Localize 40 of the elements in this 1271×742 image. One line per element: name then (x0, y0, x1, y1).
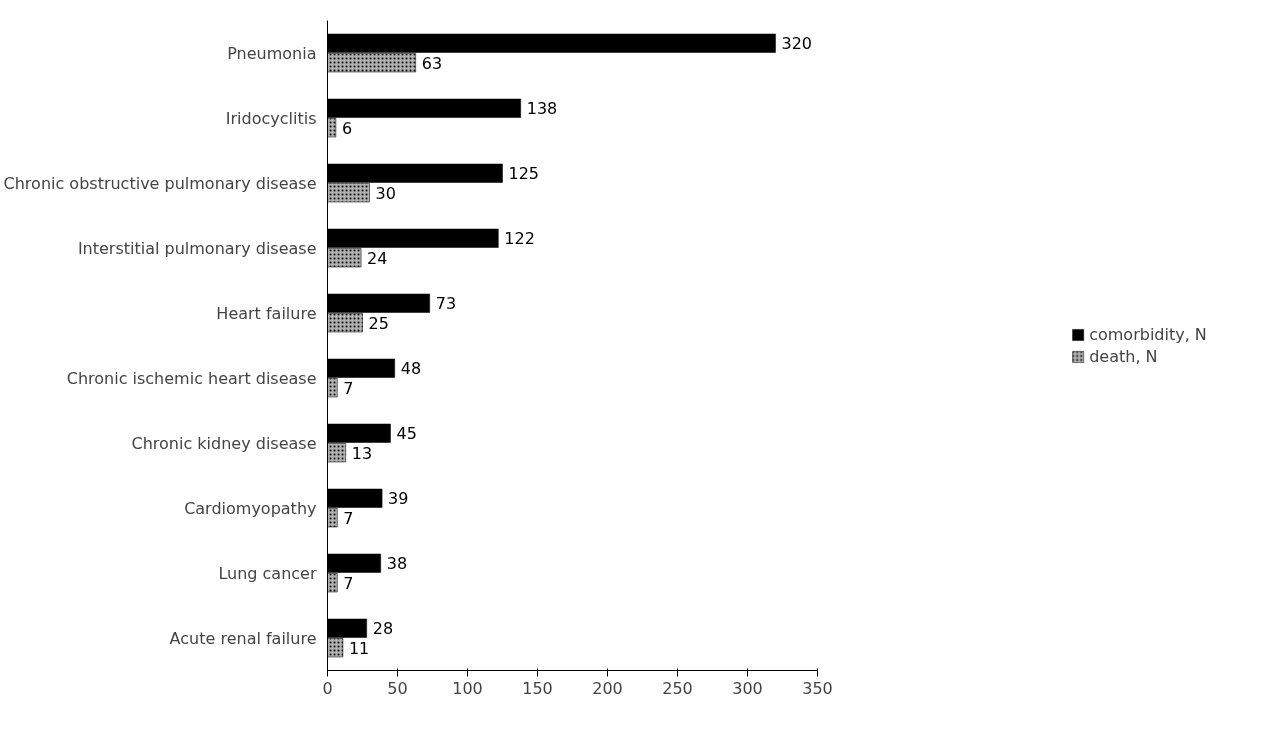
data-label: 73 (435, 294, 457, 314)
x-tick-label: 150 (522, 678, 553, 698)
data-label: 25 (368, 313, 389, 333)
data-label: 24 (367, 248, 388, 268)
y-tick-label: Pneumonia (227, 43, 317, 63)
data-label: 48 (400, 359, 422, 379)
data-label: 122 (504, 229, 535, 249)
legend-label: death, N (1089, 346, 1158, 366)
y-tick-label: Cardiomyopathy (184, 498, 317, 518)
data-label: 11 (348, 638, 370, 658)
data-label: 6 (341, 118, 353, 138)
x-tick-label: 200 (592, 678, 623, 698)
x-tick-label: 100 (452, 678, 483, 698)
y-tick-label: Heart failure (216, 303, 317, 323)
data-label: 125 (508, 164, 540, 184)
x-tick-label: 250 (662, 678, 693, 698)
data-label: 28 (372, 619, 394, 639)
data-label: 39 (388, 489, 409, 509)
x-tick-label: 50 (387, 678, 408, 698)
y-tick-label: Interstitial pulmonary disease (77, 238, 317, 258)
data-label: 13 (351, 443, 373, 463)
y-tick-label: Chronic kidney disease (131, 433, 317, 453)
data-label: 7 (343, 378, 354, 398)
x-tick-label: 0 (322, 678, 333, 698)
data-label: 38 (386, 554, 408, 574)
data-label: 63 (421, 53, 443, 73)
y-tick-label: Iridocyclitis (225, 108, 317, 128)
y-tick-label: Chronic ischemic heart disease (66, 368, 317, 388)
data-label: 7 (343, 508, 354, 528)
data-label: 7 (343, 573, 354, 593)
data-label: 138 (526, 99, 558, 119)
y-tick-label: Chronic obstructive pulmonary disease (3, 173, 317, 193)
data-label: 45 (396, 424, 417, 444)
data-label: 30 (375, 183, 396, 203)
y-tick-label: Acute renal failure (169, 628, 317, 648)
x-tick-label: 300 (732, 678, 763, 698)
legend-label: comorbidity, N (1089, 324, 1207, 344)
x-tick-label: 350 (802, 678, 833, 698)
y-tick-label: Lung cancer (218, 563, 317, 583)
data-label: 320 (781, 34, 813, 54)
